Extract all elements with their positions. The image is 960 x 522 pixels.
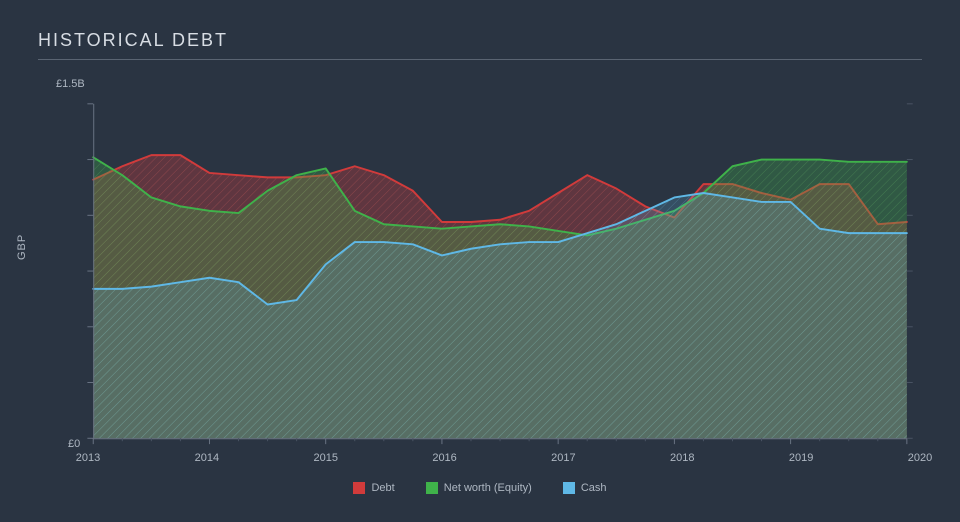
x-axis-labels: 20132014201520162017201820192020 bbox=[88, 452, 920, 468]
y-axis-label: GBP bbox=[16, 234, 28, 260]
x-tick-label: 2018 bbox=[670, 452, 694, 464]
legend-item-debt: Debt bbox=[353, 482, 394, 494]
title-rule bbox=[38, 59, 922, 60]
y-top-tick-label: £1.5B bbox=[56, 78, 85, 90]
x-tick-label: 2013 bbox=[76, 452, 100, 464]
x-tick-label: 2014 bbox=[195, 452, 219, 464]
x-tick-label: 2019 bbox=[789, 452, 813, 464]
x-tick-label: 2017 bbox=[551, 452, 575, 464]
chart-svg bbox=[80, 96, 924, 450]
legend-item-cash: Cash bbox=[563, 482, 607, 494]
legend-swatch-cash bbox=[563, 482, 575, 494]
chart-plot-area bbox=[88, 104, 920, 446]
chart-title: HISTORICAL DEBT bbox=[38, 30, 922, 51]
legend-label-cash: Cash bbox=[581, 482, 607, 494]
legend-label-equity: Net worth (Equity) bbox=[444, 482, 532, 494]
x-tick-label: 2016 bbox=[432, 452, 456, 464]
legend: Debt Net worth (Equity) Cash bbox=[0, 482, 960, 497]
legend-swatch-equity bbox=[426, 482, 438, 494]
legend-swatch-debt bbox=[353, 482, 365, 494]
y-bot-tick-label: £0 bbox=[68, 438, 80, 450]
x-tick-label: 2020 bbox=[908, 452, 932, 464]
legend-item-equity: Net worth (Equity) bbox=[426, 482, 532, 494]
x-tick-label: 2015 bbox=[313, 452, 337, 464]
legend-label-debt: Debt bbox=[371, 482, 394, 494]
